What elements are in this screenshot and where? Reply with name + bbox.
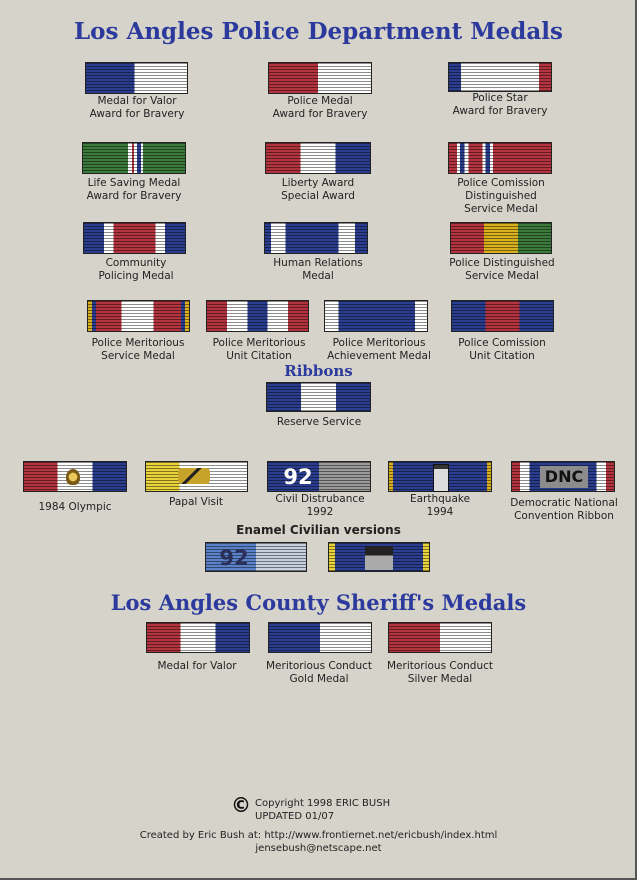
ribbon-police-medal: [268, 62, 372, 94]
caption-civil-disturbance: Civil Distrubance 1992: [275, 493, 365, 518]
page-title: Los Angles Police Department Medals: [74, 18, 563, 45]
city-hall-icon: [433, 464, 449, 492]
copyright-text: Copyright 1998 ERIC BUSH UPDATED 01/07: [255, 797, 390, 823]
caption-dnc: Democratic National Convention Ribbon: [510, 497, 618, 522]
ribbon-police-meritorious-service: [87, 300, 190, 332]
ribbon-medal-for-valor: [85, 62, 188, 94]
ribbon-sheriff-meritorious-silver: [388, 622, 492, 653]
caption-life-saving: Life Saving Medal Award for Bravery: [86, 177, 182, 202]
ribbon-community-policing: [83, 222, 186, 254]
caption-earthquake: Earthquake 1994: [409, 493, 471, 518]
updated-line: UPDATED 01/07: [255, 811, 335, 822]
caption-medal-for-valor: Medal for Valor Award for Bravery: [89, 95, 185, 120]
ribbon-police-meritorious-unit: [206, 300, 309, 332]
caption-police-comission-dsm: Police Comission Distinguished Service Med…: [457, 177, 545, 215]
caption-police-distinguished: Police Distinguished Service Medal: [449, 257, 555, 282]
enamel-earthquake: [328, 542, 430, 572]
caption-liberty-award: Liberty Award Special Award: [281, 177, 355, 202]
caption-sheriff-meritorious-silver: Meritorious Conduct Silver Medal: [386, 660, 494, 685]
created-line: Created by Eric Bush at: http://www.fron…: [139, 830, 498, 841]
ribbon-sheriff-valor: [146, 622, 250, 653]
caption-1984-olympic: 1984 Olympic: [38, 501, 112, 513]
copyright-line: Copyright 1998 ERIC BUSH: [255, 798, 391, 809]
ribbon-police-star: [448, 62, 552, 92]
ribbon-life-saving: [82, 142, 186, 174]
ribbon-police-comission-unit: [451, 300, 554, 332]
ribbon-sheriff-meritorious-gold: [268, 622, 372, 653]
ribbon-police-meritorious-achievement: [324, 300, 428, 332]
olympic-torch-icon: [66, 469, 80, 485]
caption-sheriff-valor: Medal for Valor: [157, 660, 237, 672]
caption-reserve-service: Reserve Service: [276, 416, 362, 428]
email-link[interactable]: jensebush@netscape.net: [255, 843, 382, 854]
papal-keys-icon: [178, 468, 210, 484]
copyright-icon: ©: [231, 793, 251, 817]
badge-92: 92: [283, 465, 313, 489]
caption-police-meritorious-service: Police Meritorious Service Medal: [91, 337, 185, 362]
caption-police-meritorious-achievement: Police Meritorious Achievement Medal: [327, 337, 431, 362]
ribbon-papal-visit: [145, 461, 248, 492]
ribbon-dnc: DNC: [511, 461, 615, 492]
created-by: Created by Eric Bush at: http://www.fron…: [0, 829, 637, 855]
caption-police-medal: Police Medal Award for Bravery: [272, 95, 368, 120]
ribbon-reserve-service: [266, 382, 371, 412]
badge-dnc: DNC: [540, 466, 588, 488]
caption-police-star: Police Star Award for Bravery: [452, 92, 548, 117]
caption-police-comission-unit: Police Comission Unit Citation: [458, 337, 546, 362]
enamel-heading: Enamel Civilian versions: [236, 523, 401, 537]
ribbons-heading: Ribbons: [284, 362, 353, 380]
ribbon-civil-disturbance: 92: [267, 461, 371, 492]
ribbon-police-distinguished: [450, 222, 552, 254]
caption-police-meritorious-unit: Police Meritorious Unit Citation: [212, 337, 306, 362]
caption-human-relations: Human Relations Medal: [273, 257, 363, 282]
caption-community-policing: Community Policing Medal: [98, 257, 174, 282]
enamel-badge-92: 92: [219, 546, 249, 570]
ribbon-earthquake: [388, 461, 492, 492]
enamel-civil-disturbance: 92: [205, 542, 307, 572]
ribbon-human-relations: [264, 222, 368, 254]
ribbon-liberty-award: [265, 142, 371, 174]
sheriff-title: Los Angles County Sheriff's Medals: [110, 590, 527, 615]
ribbon-police-comission-dsm: [448, 142, 552, 174]
enamel-city-hall-icon: [365, 546, 393, 570]
ribbon-1984-olympic: [23, 461, 127, 492]
caption-papal-visit: Papal Visit: [168, 496, 224, 508]
caption-sheriff-meritorious-gold: Meritorious Conduct Gold Medal: [265, 660, 373, 685]
